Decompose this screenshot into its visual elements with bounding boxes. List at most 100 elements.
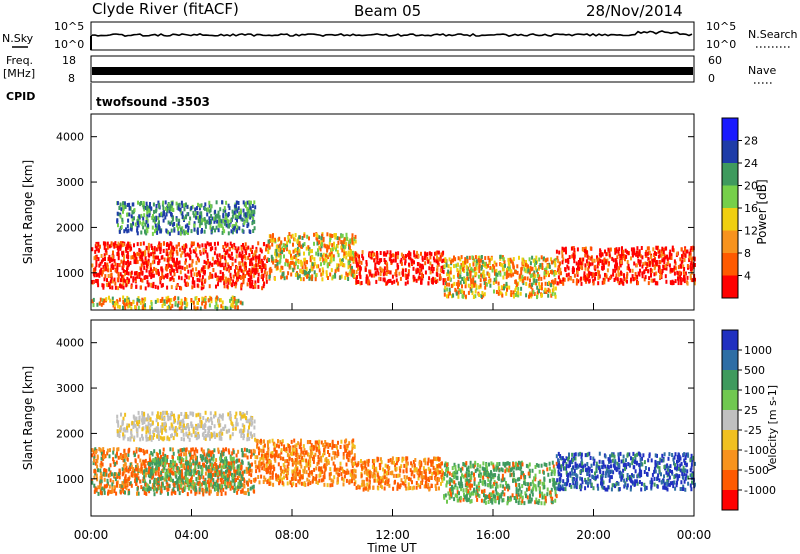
power-echo-cell-2594 <box>602 280 605 285</box>
power-echo-cell-1008 <box>339 275 342 280</box>
power-echo-cell-611 <box>145 260 148 265</box>
power-echo-cell-2935 <box>248 212 251 217</box>
power-echo-cell-2428 <box>621 246 623 251</box>
power-echo-cell-2273 <box>664 255 667 260</box>
power-echo-cell-814 <box>138 272 141 276</box>
velocity-echo-cell-10 <box>107 473 110 478</box>
power-echo-cell-684 <box>190 241 193 246</box>
power-echo-cell-2052 <box>502 275 505 280</box>
velocity-echo-cell-979 <box>210 482 213 487</box>
power-echo-cell-864 <box>263 282 266 287</box>
power-echo-cell-1310 <box>306 274 309 278</box>
velocity-echo-cell-210 <box>148 453 151 458</box>
velocity-echo-cell-399 <box>167 491 169 496</box>
power-echo-cell-3187 <box>131 210 134 215</box>
velocity-echo-cell-490 <box>130 471 133 476</box>
velocity-echo-cell-1352 <box>309 446 312 451</box>
velocity-echoes <box>91 410 696 506</box>
power-echo-cell-2342 <box>689 263 692 268</box>
power-echo-cell-631 <box>219 255 222 260</box>
power-echo-cell-1228 <box>267 239 270 244</box>
power-echo-cell-1429 <box>413 260 415 265</box>
velocity-echo-cell-1018 <box>161 481 164 486</box>
velocity-echo-cell-533 <box>241 453 244 458</box>
power-echo-cell-2497 <box>680 260 683 265</box>
power-echo-cell-1259 <box>346 273 349 277</box>
velocity-echo-cell-513 <box>123 458 126 463</box>
velocity-echo-cell-719 <box>209 467 212 472</box>
power-echo-cell-801 <box>143 275 146 280</box>
power-echo-cell-3193 <box>208 216 211 221</box>
power-echo-cell-1644 <box>482 293 485 298</box>
velocity-echo-cell-1128 <box>228 467 231 472</box>
power-echo-cell-926 <box>291 260 294 265</box>
velocity-echo-cell-1003 <box>229 456 232 461</box>
velocity-echo-cell-515 <box>247 466 250 471</box>
power-echo-cell-3055 <box>196 206 198 211</box>
power-echo-cell-1476 <box>370 273 373 278</box>
power-echo-cell-3060 <box>179 231 182 236</box>
power-echo-cell-1635 <box>410 258 413 263</box>
power-echo-cell-340 <box>92 268 95 272</box>
power-echo-cell-2876 <box>131 202 134 207</box>
power-echo-cell-1598 <box>369 271 372 276</box>
velocity-echo-cell-1441 <box>281 477 284 482</box>
power-echo-cell-2192 <box>626 266 629 271</box>
power-echo-cell-3265 <box>149 305 152 310</box>
power-echo-cell-2736 <box>251 221 254 226</box>
power-echo-cell-2761 <box>196 230 199 235</box>
velocity-echo-cell-613 <box>93 469 96 474</box>
power-echo-cell-2596 <box>618 247 621 252</box>
power-echo-cell-2327 <box>647 269 650 274</box>
velocity-echo-cell-896 <box>159 476 162 481</box>
power-echo-cell-1292 <box>271 236 274 241</box>
velocity-echo-cell-1403 <box>316 480 319 485</box>
power-echo-cell-3156 <box>116 211 119 216</box>
power-echo-cell-2934 <box>125 227 127 232</box>
power-echo-cell-1975 <box>521 257 524 262</box>
velocity-echo-cell-771 <box>172 461 175 466</box>
power-echo-cell-2038 <box>545 258 547 263</box>
power-echo-cell-677 <box>94 249 97 254</box>
power-echo-cell-741 <box>101 270 104 275</box>
power-echo-cell-423 <box>200 286 203 291</box>
power-echo-cell-2063 <box>486 271 489 276</box>
velocity-echo-cell-1370 <box>256 441 259 446</box>
power-echo-cell-1168 <box>318 240 321 245</box>
power-echo-cell-2076 <box>495 276 498 281</box>
velocity-echo-cell-1176 <box>214 481 216 486</box>
power-echo-cell-2290 <box>674 279 677 284</box>
power-echo-cell-2803 <box>193 213 196 218</box>
power-echo-cell-2962 <box>222 214 225 219</box>
power-echo-cell-1533 <box>424 253 427 258</box>
velocity-echo-cell-1173 <box>164 463 166 467</box>
velocity-echo-cell-412 <box>125 468 128 473</box>
velocity-echo-cell-1112 <box>170 463 173 468</box>
power-echo-cell-2006 <box>509 257 512 262</box>
noise-left-tick-top: 10^5 <box>54 20 84 33</box>
power-echo-cell-2433 <box>590 271 593 276</box>
power-echo-cell-1433 <box>397 281 399 286</box>
power-echo-cell-1846 <box>492 264 494 269</box>
power-echo-cell-136 <box>102 257 105 262</box>
power-echo-cell-818 <box>147 283 150 288</box>
power-echo-cell-1441 <box>398 271 401 276</box>
power-echo-cell-3152 <box>236 229 238 234</box>
velocity-echo-cell-1291 <box>337 479 339 484</box>
power-echo-cell-616 <box>147 247 150 252</box>
power-echo-cell-3266 <box>111 296 114 301</box>
power-echo-cell-902 <box>320 262 322 267</box>
velocity-echo-cell-211 <box>237 474 240 479</box>
power-echo-cell-3302 <box>144 305 147 310</box>
power-echo-cell-2939 <box>131 217 134 222</box>
power-echo-cell-1296 <box>293 237 296 242</box>
power-echo-cell-668 <box>155 255 158 260</box>
power-echo-cell-3277 <box>98 301 101 306</box>
power-echo-cell-2451 <box>605 274 608 279</box>
power-echo-cell-1850 <box>543 256 545 261</box>
noise-right-tick-top: 10^5 <box>706 20 736 33</box>
velocity-echo-cell-374 <box>110 472 113 477</box>
power-echo-cell-2343 <box>601 252 604 257</box>
power-echo-cell-2453 <box>668 252 671 257</box>
power-echo-cell-1139 <box>301 261 304 266</box>
